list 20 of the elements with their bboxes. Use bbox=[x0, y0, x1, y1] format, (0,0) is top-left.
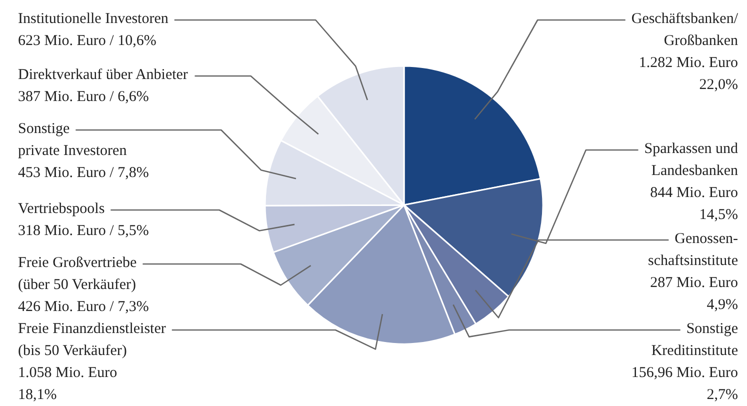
data-label: 453 Mio. Euro / 7,8% bbox=[18, 165, 149, 182]
data-label: 1.282 Mio. Euro 22,0% bbox=[638, 55, 738, 94]
data-label: 156,96 Mio. Euro 2,7% bbox=[631, 365, 738, 404]
data-label: 1.058 Mio. Euro 18,1% bbox=[18, 365, 118, 404]
slice-label: Sonstige private Investoren bbox=[18, 121, 128, 160]
slice-label: Freie Finanzdienstleister (bis 50 Verkäufer) bbox=[18, 321, 166, 360]
slice-label: Sparkassen und Landesbanken bbox=[644, 141, 738, 180]
slice-label: Sonstige Kreditinstitute bbox=[651, 321, 738, 360]
slice-label: Geschäftsbanken/ Großbanken bbox=[631, 11, 739, 50]
data-label: 426 Mio. Euro / 7,3% bbox=[18, 299, 149, 316]
data-label: 318 Mio. Euro / 5,5% bbox=[18, 223, 149, 240]
data-label: 387 Mio. Euro / 6,6% bbox=[18, 89, 149, 106]
slice-label: Freie Großvertriebe (über 50 Verkäufer) bbox=[18, 255, 138, 294]
slice-label: Direktverkauf über Anbieter bbox=[18, 67, 188, 84]
data-label: 623 Mio. Euro / 10,6% bbox=[18, 33, 156, 50]
data-label: 287 Mio. Euro 4,9% bbox=[650, 275, 738, 314]
slice-label: Institutionelle Investoren bbox=[18, 11, 169, 28]
slice-label: Vertriebspools bbox=[18, 201, 105, 218]
slice-label: Genossen- schaftsinstitute bbox=[648, 231, 738, 270]
data-label: 844 Mio. Euro 14,5% bbox=[650, 185, 738, 224]
